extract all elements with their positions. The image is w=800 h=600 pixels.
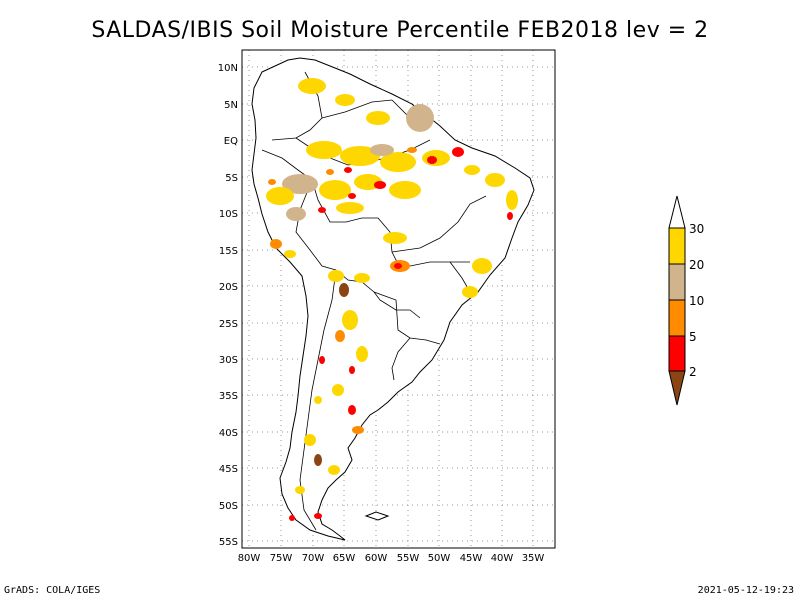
lat-tick-label: 30S bbox=[219, 355, 238, 366]
colorbar-top-arrow bbox=[668, 195, 686, 229]
lat-tick-label: EQ bbox=[224, 136, 238, 147]
lon-tick-label: 80W bbox=[238, 553, 261, 564]
lon-tick-label: 50W bbox=[428, 553, 451, 564]
lat-tick-label: 5S bbox=[225, 173, 238, 184]
lon-tick-label: 70W bbox=[302, 553, 325, 564]
latitude-labels: 10N 5N EQ 5S 10S 15S 20S 25S 30S 35S 40S… bbox=[218, 63, 238, 548]
colorbar-labels: 30 20 10 5 2 bbox=[689, 222, 704, 379]
percentile-patches bbox=[266, 78, 518, 521]
lon-tick-label: 35W bbox=[522, 553, 545, 564]
lat-tick-label: 50S bbox=[219, 501, 238, 512]
lon-tick-label: 55W bbox=[397, 553, 420, 564]
lon-tick-label: 45W bbox=[460, 553, 483, 564]
lon-tick-label: 40W bbox=[491, 553, 514, 564]
colorbar-segment bbox=[668, 227, 686, 265]
footer-timestamp: 2021-05-12-19:23 bbox=[697, 585, 794, 596]
colorbar bbox=[668, 195, 686, 406]
colorbar-label: 5 bbox=[689, 330, 697, 344]
longitude-labels: 80W 75W 70W 65W 60W 55W 50W 45W 40W 35W bbox=[238, 553, 545, 564]
colorbar-label: 20 bbox=[689, 258, 704, 272]
lat-tick-label: 20S bbox=[219, 282, 238, 293]
lat-tick-label: 15S bbox=[219, 246, 238, 257]
lat-tick-label: 55S bbox=[219, 537, 238, 548]
lat-tick-label: 40S bbox=[219, 428, 238, 439]
falkland-islands bbox=[364, 511, 390, 521]
map-title: SALDAS/IBIS Soil Moisture Percentile FEB… bbox=[91, 18, 709, 43]
colorbar-label: 30 bbox=[689, 222, 704, 236]
lat-tick-label: 35S bbox=[219, 391, 238, 402]
lat-tick-label: 25S bbox=[219, 319, 238, 330]
lat-tick-label: 45S bbox=[219, 464, 238, 475]
colorbar-segment bbox=[668, 263, 686, 301]
colorbar-label: 10 bbox=[689, 294, 704, 308]
lon-tick-label: 60W bbox=[365, 553, 388, 564]
colorbar-segment bbox=[668, 335, 686, 372]
lat-tick-label: 10S bbox=[219, 209, 238, 220]
lat-tick-label: 5N bbox=[224, 100, 238, 111]
lon-tick-label: 75W bbox=[270, 553, 293, 564]
colorbar-segment bbox=[668, 299, 686, 337]
plot-frame bbox=[241, 49, 556, 549]
lon-tick-label: 65W bbox=[333, 553, 356, 564]
lat-tick-label: 10N bbox=[218, 63, 238, 74]
footer-credit: GrADS: COLA/IGES bbox=[4, 585, 101, 596]
colorbar-bottom-arrow bbox=[668, 370, 686, 406]
colorbar-label: 2 bbox=[689, 365, 697, 379]
